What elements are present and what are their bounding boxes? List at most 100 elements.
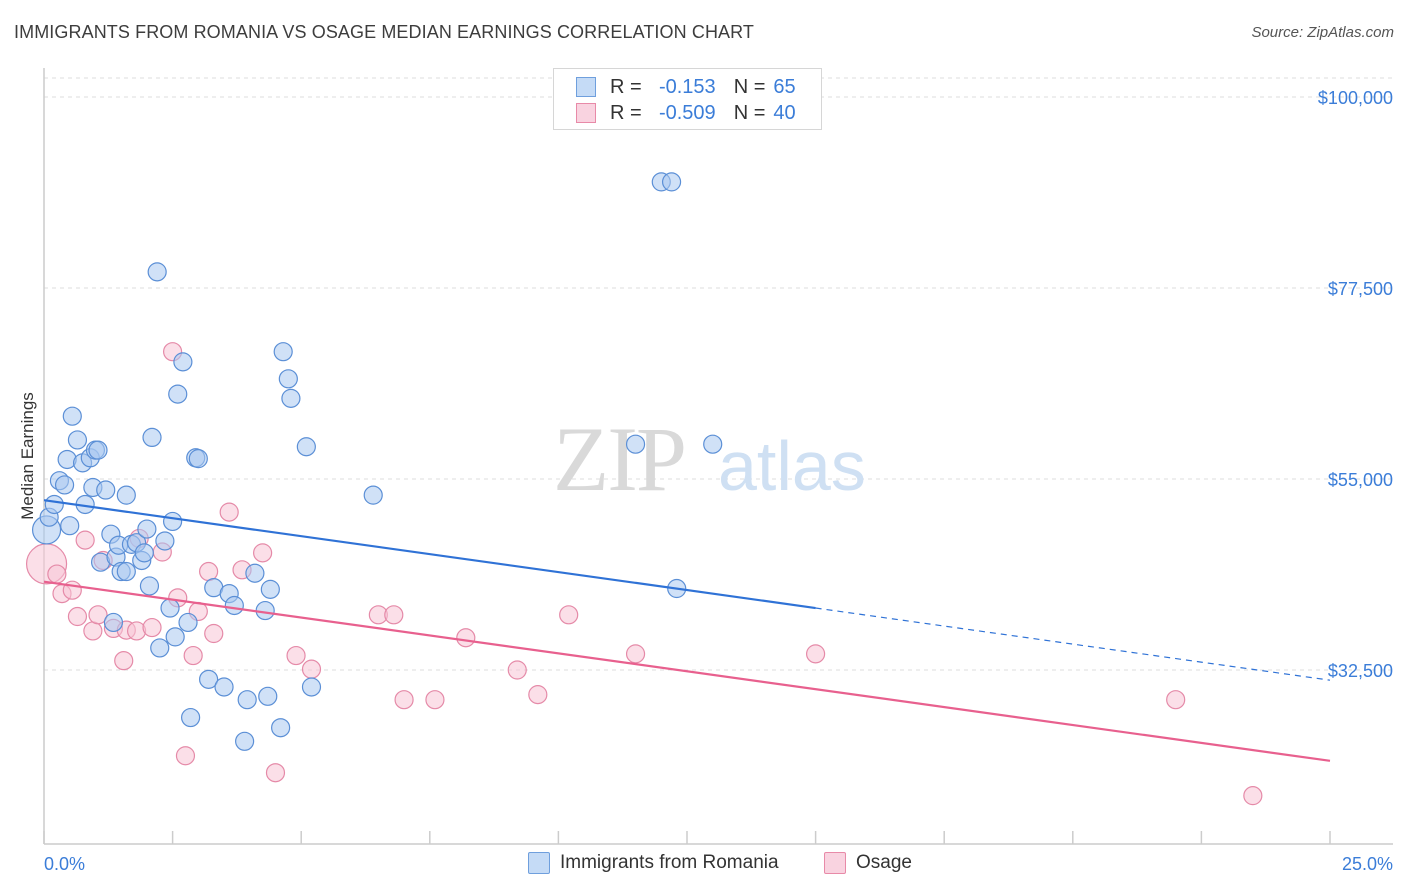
romania-point bbox=[137, 519, 157, 539]
legend-n-label: N = bbox=[733, 75, 766, 98]
legend-r-value-romania: -0.153 bbox=[658, 75, 716, 98]
osage-point bbox=[286, 645, 306, 666]
romania-trend-line bbox=[43, 499, 816, 610]
axes bbox=[43, 68, 1393, 845]
romania-point bbox=[237, 690, 257, 710]
romania-point bbox=[271, 718, 291, 738]
chart-source: Source: ZipAtlas.com bbox=[1251, 24, 1394, 41]
osage-point bbox=[1243, 786, 1263, 806]
osage-point bbox=[625, 644, 646, 664]
romania-point bbox=[60, 516, 80, 536]
romania-point bbox=[661, 172, 682, 192]
romania-point bbox=[301, 677, 322, 697]
romania-point bbox=[163, 511, 183, 532]
series-label-osage: Osage bbox=[856, 852, 912, 873]
romania-point bbox=[67, 430, 88, 450]
romania-point bbox=[150, 638, 170, 658]
romania-point bbox=[178, 612, 198, 633]
romania-point bbox=[260, 579, 280, 599]
romania-point bbox=[214, 677, 234, 697]
legend-swatch-romania bbox=[576, 77, 596, 97]
romania-point bbox=[165, 627, 185, 647]
romania-point bbox=[703, 434, 723, 454]
romania-point bbox=[258, 686, 278, 706]
y-tick-label: $32,500 bbox=[1328, 661, 1393, 681]
osage-point bbox=[142, 617, 162, 638]
series-legend-osage: Osage bbox=[824, 852, 912, 874]
osage-point bbox=[83, 621, 103, 641]
romania-point bbox=[188, 449, 208, 469]
legend-r-label: R = bbox=[610, 101, 642, 124]
osage-point bbox=[456, 628, 476, 648]
romania-point bbox=[147, 262, 167, 282]
osage-point bbox=[75, 530, 95, 550]
stats-legend: R = -0.153 N = 65 R = -0.509 N = 40 bbox=[553, 68, 822, 130]
osage-point bbox=[47, 564, 67, 584]
watermark-zip: ZIP bbox=[553, 408, 685, 510]
romania-point bbox=[224, 595, 244, 616]
osage-point bbox=[67, 606, 88, 627]
romania-point bbox=[116, 485, 136, 505]
legend-n-value-romania: 65 bbox=[773, 75, 796, 98]
romania-point bbox=[168, 384, 188, 404]
y-tick-label: $55,000 bbox=[1328, 470, 1393, 490]
watermark: ZIP atlas bbox=[553, 408, 866, 510]
y-tick-label: $77,500 bbox=[1328, 279, 1393, 299]
x-tick-label-min: 0.0% bbox=[44, 854, 85, 874]
osage-point bbox=[219, 502, 239, 522]
romania-point bbox=[296, 437, 316, 457]
romania-point bbox=[54, 475, 75, 495]
romania-point bbox=[62, 406, 82, 426]
series-swatch-osage bbox=[824, 852, 846, 874]
romania-point bbox=[173, 352, 193, 372]
romania-point bbox=[181, 707, 201, 728]
romania-points bbox=[31, 172, 723, 751]
legend-r-label: R = bbox=[610, 75, 642, 98]
gridlines bbox=[44, 77, 1393, 671]
osage-point bbox=[528, 685, 548, 705]
osage-point bbox=[253, 543, 273, 563]
osage-point bbox=[88, 605, 108, 625]
osage-point bbox=[507, 660, 527, 680]
romania-point bbox=[160, 598, 180, 618]
osage-trend-line bbox=[43, 580, 1331, 762]
romania-point bbox=[235, 731, 255, 751]
romania-point bbox=[199, 669, 219, 689]
y-tick-labels: $100,000 $77,500 $55,000 $32,500 bbox=[1318, 88, 1393, 681]
romania-point bbox=[88, 440, 108, 460]
osage-point bbox=[199, 561, 219, 582]
legend-r-value-osage: -0.509 bbox=[658, 101, 716, 124]
legend-row-romania: R = -0.153 N = 65 bbox=[576, 76, 796, 98]
osage-point bbox=[394, 690, 414, 710]
legend-n-value-osage: 40 bbox=[773, 101, 796, 124]
trend-lines bbox=[43, 499, 1331, 762]
legend-row-osage: R = -0.509 N = 40 bbox=[576, 102, 796, 124]
romania-point bbox=[44, 494, 64, 515]
watermark-atlas: atlas bbox=[718, 427, 866, 505]
y-axis-title: Median Earnings bbox=[18, 392, 37, 520]
romania-point bbox=[116, 561, 136, 582]
romania-point bbox=[142, 427, 162, 448]
series-legend: Immigrants from Romania Osage bbox=[0, 852, 1406, 878]
romania-point bbox=[278, 369, 298, 389]
osage-point bbox=[175, 746, 196, 766]
romania-point bbox=[155, 531, 175, 551]
chart-title: IMMIGRANTS FROM ROMANIA VS OSAGE MEDIAN … bbox=[14, 22, 755, 42]
romania-point bbox=[273, 342, 293, 362]
osage-point bbox=[1166, 690, 1186, 710]
x-tick-label-max: 25.0% bbox=[1342, 854, 1393, 874]
y-tick-label: $100,000 bbox=[1318, 88, 1393, 108]
romania-point bbox=[625, 434, 646, 454]
romania-point bbox=[134, 543, 154, 563]
romania-point bbox=[281, 388, 301, 408]
romania-point bbox=[96, 480, 116, 500]
osage-point bbox=[114, 651, 134, 671]
romania-point bbox=[363, 485, 383, 505]
series-label-romania: Immigrants from Romania bbox=[560, 852, 779, 873]
osage-point bbox=[384, 605, 404, 625]
series-legend-romania: Immigrants from Romania bbox=[528, 852, 779, 874]
osage-point bbox=[425, 690, 445, 710]
romania-point bbox=[139, 576, 160, 596]
